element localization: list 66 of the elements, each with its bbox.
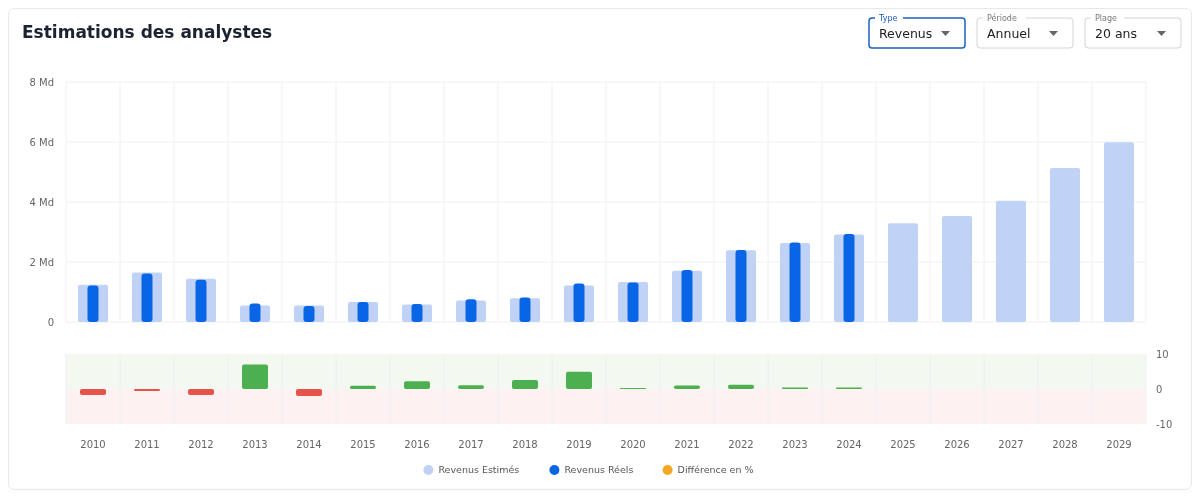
y-tick-label: 6 Md [29, 136, 54, 148]
dropdown: Type Revenus [868, 14, 966, 49]
bar [465, 299, 477, 322]
bar [195, 279, 207, 322]
x-tick-label: 2019 [566, 438, 592, 450]
y-tick-label: 0 [47, 316, 54, 328]
bar [80, 389, 106, 395]
bar [789, 242, 801, 322]
x-tick-label: 2012 [188, 438, 214, 450]
x-tick-label: 2029 [1106, 438, 1132, 450]
x-tick-label: 2015 [350, 438, 376, 450]
bar [573, 283, 585, 322]
bar [87, 285, 99, 322]
bar [242, 364, 268, 389]
x-tick-label: 2027 [998, 438, 1024, 450]
x-tick-label: 2010 [80, 438, 106, 450]
bar [942, 216, 972, 322]
bar [296, 389, 322, 396]
bar [681, 270, 693, 322]
chart-title: Estimations des analystes [22, 22, 273, 42]
x-tick-label: 2016 [404, 438, 430, 450]
bar [888, 223, 918, 322]
y-tick-label: 8 Md [29, 76, 54, 88]
bar [188, 389, 214, 395]
bar [411, 304, 423, 322]
bar [141, 273, 153, 322]
bar [627, 282, 639, 322]
bar [735, 250, 747, 322]
bar [1104, 142, 1134, 322]
dropdown: Période Annuel [976, 14, 1074, 49]
legend-label: Revenus Réels [564, 464, 634, 476]
bar [843, 234, 855, 322]
bar [134, 389, 160, 392]
x-tick-label: 2011 [134, 438, 160, 450]
bar [566, 371, 592, 389]
x-tick-label: 2028 [1052, 438, 1078, 450]
text: Différence en % [677, 464, 754, 476]
bar [1050, 168, 1080, 322]
bar [996, 200, 1026, 322]
bar [512, 379, 538, 389]
y-tick-label: 4 Md [29, 196, 54, 208]
bar [303, 306, 315, 322]
bar [728, 384, 754, 389]
dropdown: Plage 20 ans [1084, 14, 1182, 49]
x-tick-label: 2023 [782, 438, 808, 450]
bar [458, 385, 484, 389]
y-tick-label: -10 [1156, 418, 1173, 430]
x-tick-label: 2017 [458, 438, 484, 450]
x-tick-label: 2024 [836, 438, 862, 450]
x-tick-label: 2013 [242, 438, 268, 450]
x-tick-label: 2018 [512, 438, 538, 450]
x-tick-label: 2025 [890, 438, 916, 450]
bar [249, 303, 261, 322]
bar [519, 297, 531, 322]
legend-label: Revenus Estimés [438, 464, 520, 476]
bar [404, 381, 430, 389]
x-tick-label: 2014 [296, 438, 322, 450]
x-tick-label: 2022 [728, 438, 754, 450]
bar [357, 301, 369, 322]
y-tick-label: 2 Md [29, 256, 54, 268]
y-tick-label: 0 [1156, 383, 1163, 395]
x-tick-label: 2020 [620, 438, 646, 450]
bar [350, 385, 376, 389]
y-tick-label: 10 [1156, 348, 1169, 360]
x-tick-label: 2026 [944, 438, 970, 450]
x-tick-label: 2021 [674, 438, 700, 450]
